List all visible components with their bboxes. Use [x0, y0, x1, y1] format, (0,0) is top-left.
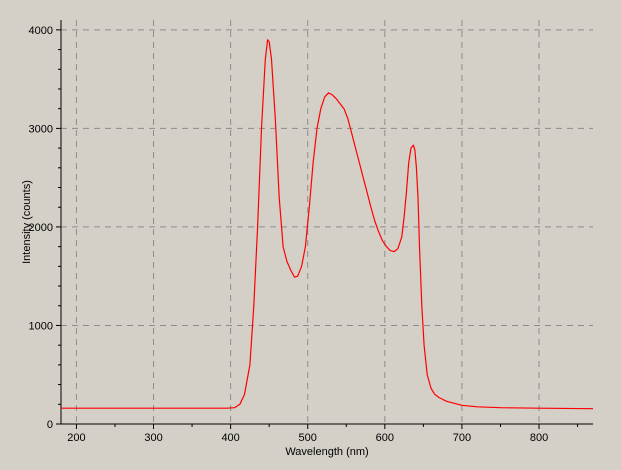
grid [61, 20, 593, 424]
x-axis-label: Wavelength (nm) [285, 446, 368, 458]
x-tick-label: 500 [299, 432, 317, 444]
y-tick-label: 1000 [29, 320, 53, 332]
y-tick-label: 3000 [29, 123, 53, 135]
x-tick-label: 600 [376, 432, 394, 444]
x-tick-label: 800 [530, 432, 548, 444]
spectrum-series-line [61, 39, 594, 410]
x-tick-label: 400 [221, 432, 239, 444]
x-tick-label: 200 [67, 432, 85, 444]
series-layer [61, 39, 594, 410]
y-axis-label: Intensity (counts) [21, 180, 33, 264]
y-tick-label: 2000 [29, 222, 53, 234]
y-tick-label: 4000 [29, 25, 53, 37]
x-tick-label: 700 [453, 432, 471, 444]
y-tick-label: 0 [47, 419, 53, 431]
ticks: 200 300 400 500 600 700 800 0 1000 2000 3000 4000 [29, 25, 579, 444]
x-tick-label: 300 [144, 432, 162, 444]
axes [60, 20, 593, 425]
